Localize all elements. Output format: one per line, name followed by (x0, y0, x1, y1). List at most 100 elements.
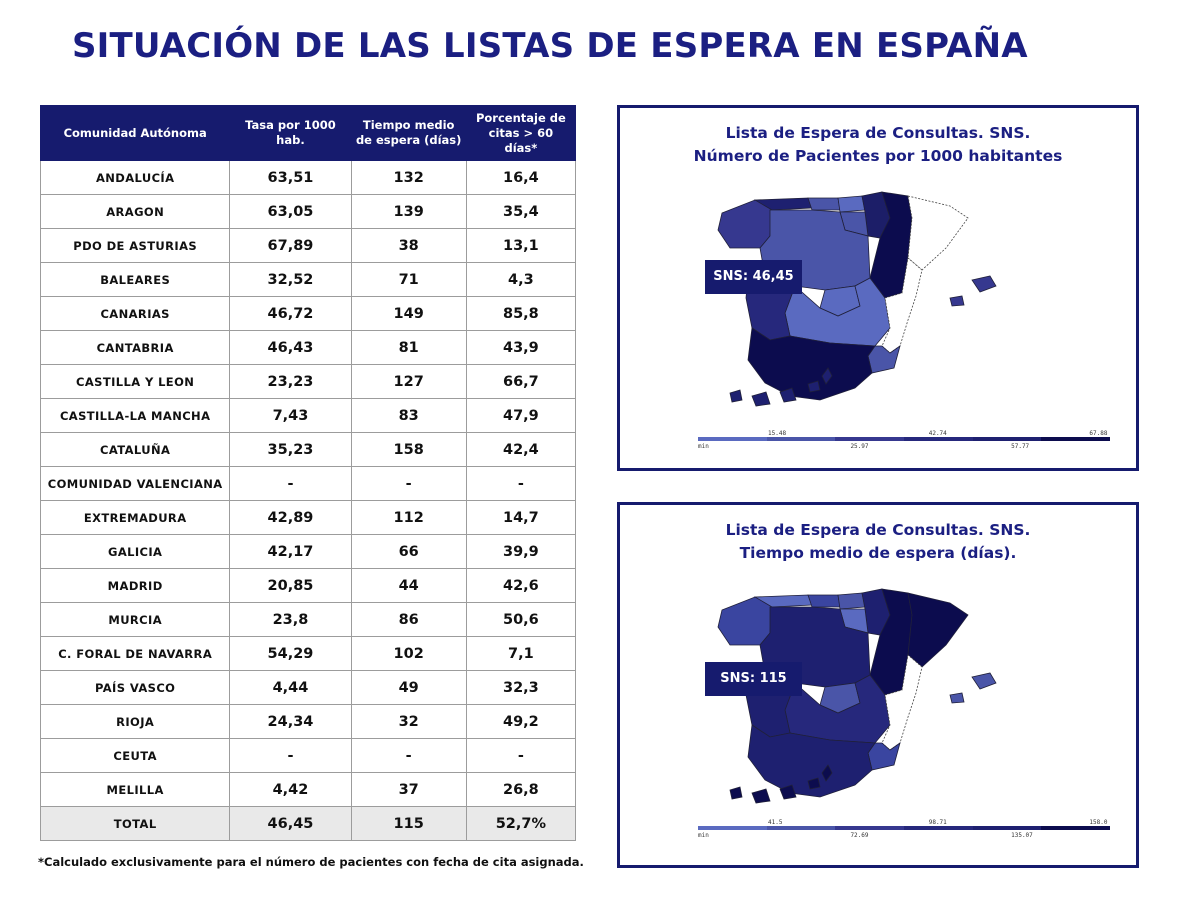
percentage-cell: 85,8 (465, 296, 577, 331)
rate-cell: - (229, 466, 352, 501)
percentage-cell: 7,1 (465, 636, 577, 671)
wait-time-cell: - (350, 466, 467, 501)
header-percentage: Porcentaje de citas > 60 días* (465, 105, 577, 161)
percentage-cell: 49,2 (465, 704, 577, 739)
region-andalucia (747, 327, 876, 401)
region-canarias (729, 764, 833, 804)
legend-tick-upper: 15.48 (768, 430, 787, 437)
wait-time-cell: 158 (350, 432, 467, 467)
region-cell: ANDALUCÍA (39, 160, 231, 195)
wait-time-cell: 112 (350, 500, 467, 535)
region-cell: COMUNIDAD VALENCIANA (39, 466, 231, 501)
spain-choropleth-map (717, 191, 997, 407)
rate-cell: 63,51 (229, 160, 352, 195)
rate-cell: 23,23 (229, 364, 352, 399)
table-row: BALEARES 32,52 71 4,3 (39, 262, 577, 297)
footnote: *Calculado exclusivamente para el número… (38, 855, 584, 869)
wait-time-cell: 49 (350, 670, 467, 705)
table-row: COMUNIDAD VALENCIANA - - - (39, 466, 577, 501)
table-row: ARAGON 63,05 139 35,4 (39, 194, 577, 229)
rate-cell: 32,52 (229, 262, 352, 297)
region-andalucia (747, 724, 876, 798)
table-row: MADRID 20,85 44 42,6 (39, 568, 577, 603)
legend-tick-lower: min (698, 832, 709, 839)
spain-choropleth-map (717, 588, 997, 804)
table-row: EXTREMADURA 42,89 112 14,7 (39, 500, 577, 535)
rate-cell: 7,43 (229, 398, 352, 433)
region-cell: BALEARES (39, 262, 231, 297)
table-row: C. FORAL DE NAVARRA 54,29 102 7,1 (39, 636, 577, 671)
region-canarias (729, 367, 833, 407)
total-row: TOTAL 46,45 115 52,7% (39, 806, 577, 841)
legend-swatch (698, 437, 767, 441)
rate-cell: - (229, 738, 352, 773)
map-legend: 15.48 42.74 67.88 min 25.97 57.77 (698, 430, 1111, 454)
region-valencia (881, 654, 923, 751)
legend-swatch (835, 826, 905, 830)
legend-swatch (698, 826, 767, 830)
sns-badge: SNS: 46,45 (705, 260, 802, 294)
region-galicia (717, 596, 773, 646)
region-galicia (717, 199, 773, 249)
map-panel-rate: Lista de Espera de Consultas. SNS. Númer… (617, 105, 1139, 471)
region-cell: MADRID (39, 568, 231, 603)
sns-badge: SNS: 115 (705, 662, 802, 696)
percentage-cell: 4,3 (465, 262, 577, 297)
map-title-line2: Tiempo medio de espera (días). (739, 544, 1017, 562)
region-cantabria (807, 197, 841, 211)
region-cell: PAÍS VASCO (39, 670, 231, 705)
region-cell: CASTILLA Y LEON (39, 364, 231, 399)
percentage-cell: 13,1 (465, 228, 577, 263)
wait-time-cell: 38 (350, 228, 467, 263)
wait-time-cell: 37 (350, 772, 467, 807)
rate-cell: 24,34 (229, 704, 352, 739)
rate-cell: 54,29 (229, 636, 352, 671)
region-cell: RIOJA (39, 704, 231, 739)
percentage-cell: - (465, 466, 577, 501)
map-title: Lista de Espera de Consultas. SNS. Númer… (620, 122, 1136, 168)
rate-cell: 46,43 (229, 330, 352, 365)
wait-time-cell: - (350, 738, 467, 773)
region-murcia (867, 345, 901, 374)
wait-time-cell: 83 (350, 398, 467, 433)
region-cell: GALICIA (39, 534, 231, 569)
legend-tick-upper: 158.0 (1089, 819, 1108, 826)
rate-cell: 63,05 (229, 194, 352, 229)
region-paisvasco (837, 195, 866, 213)
percentage-cell: 47,9 (465, 398, 577, 433)
rate-cell: 4,42 (229, 772, 352, 807)
region-cell: TOTAL (39, 806, 231, 841)
region-cell: CANTABRIA (39, 330, 231, 365)
percentage-cell: 42,4 (465, 432, 577, 467)
legend-tick-lower: 72.69 (850, 832, 869, 839)
percentage-cell: 50,6 (465, 602, 577, 637)
wait-time-cell: 115 (350, 806, 467, 841)
map-panel-wait-time: Lista de Espera de Consultas. SNS. Tiemp… (617, 502, 1139, 868)
table-row: PDO DE ASTURIAS 67,89 38 13,1 (39, 228, 577, 263)
percentage-cell: 26,8 (465, 772, 577, 807)
legend-color-bar (698, 826, 1111, 830)
header-region: Comunidad Autónoma (39, 105, 231, 161)
table-row: GALICIA 42,17 66 39,9 (39, 534, 577, 569)
wait-time-cell: 71 (350, 262, 467, 297)
region-cataluna (907, 592, 969, 668)
wait-time-cell: 44 (350, 568, 467, 603)
table-row: RIOJA 24,34 32 49,2 (39, 704, 577, 739)
table-row: MURCIA 23,8 86 50,6 (39, 602, 577, 637)
legend-swatch (904, 826, 973, 830)
legend-swatch (1041, 437, 1111, 441)
table-body: ANDALUCÍA 63,51 132 16,4 ARAGON 63,05 139 35,4 P… (39, 160, 577, 841)
legend-swatch (1041, 826, 1111, 830)
table-row: PAÍS VASCO 4,44 49 32,3 (39, 670, 577, 705)
region-cell: PDO DE ASTURIAS (39, 228, 231, 263)
region-cataluna (907, 195, 969, 271)
wait-time-cell: 102 (350, 636, 467, 671)
region-cell: MELILLA (39, 772, 231, 807)
region-cell: EXTREMADURA (39, 500, 231, 535)
percentage-cell: 52,7% (465, 806, 577, 841)
legend-tick-lower: 25.97 (850, 443, 869, 450)
legend-swatch (972, 437, 1042, 441)
legend-tick-lower: 57.77 (1011, 443, 1030, 450)
legend-swatch (904, 437, 973, 441)
region-cell: CASTILLA-LA MANCHA (39, 398, 231, 433)
